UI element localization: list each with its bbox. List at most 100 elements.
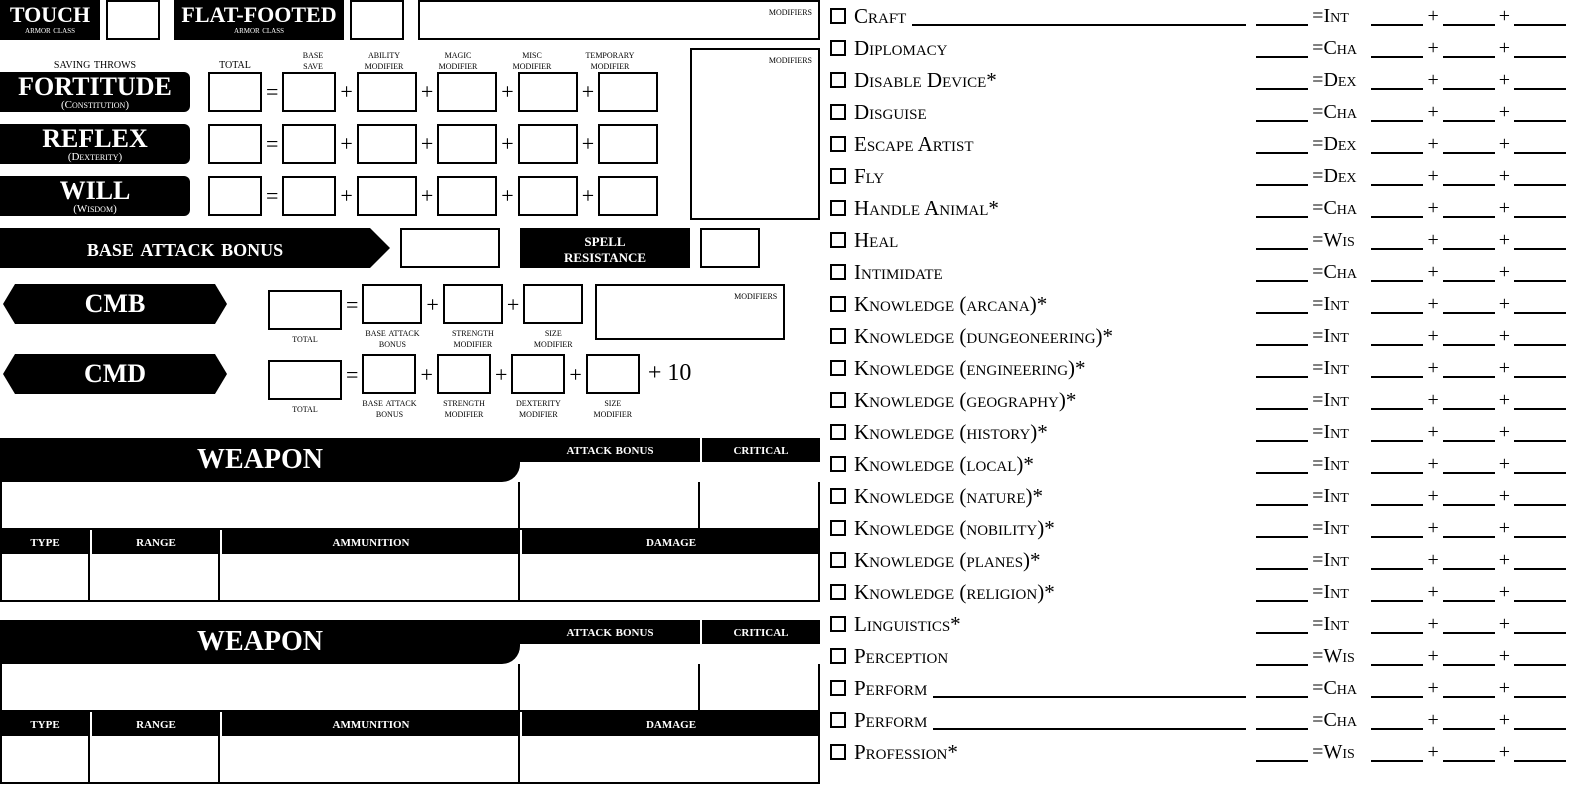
skill-ability-mod-input[interactable]	[1371, 678, 1423, 698]
skill-ability-mod-input[interactable]	[1371, 294, 1423, 314]
fortitude-ability[interactable]	[357, 72, 417, 112]
skill-misc-input[interactable]	[1514, 742, 1566, 762]
skill-class-checkbox[interactable]	[830, 232, 846, 248]
skill-ability-mod-input[interactable]	[1371, 614, 1423, 634]
will-ability[interactable]	[357, 176, 417, 216]
skill-total-input[interactable]	[1256, 134, 1308, 154]
skill-ability-mod-input[interactable]	[1371, 390, 1423, 410]
skill-total-input[interactable]	[1256, 358, 1308, 378]
skill-ability-mod-input[interactable]	[1371, 518, 1423, 538]
skill-class-checkbox[interactable]	[830, 648, 846, 664]
will-misc[interactable]	[518, 176, 578, 216]
skill-misc-input[interactable]	[1514, 422, 1566, 442]
skill-total-input[interactable]	[1256, 518, 1308, 538]
skill-class-checkbox[interactable]	[830, 616, 846, 632]
skill-total-input[interactable]	[1256, 38, 1308, 58]
weapon1-ammo-input[interactable]	[220, 554, 520, 602]
skill-class-checkbox[interactable]	[830, 360, 846, 376]
skill-misc-input[interactable]	[1514, 550, 1566, 570]
skill-class-checkbox[interactable]	[830, 584, 846, 600]
skill-ranks-input[interactable]	[1443, 166, 1495, 186]
skill-misc-input[interactable]	[1514, 38, 1566, 58]
skill-ranks-input[interactable]	[1443, 38, 1495, 58]
skill-ability-mod-input[interactable]	[1371, 550, 1423, 570]
ac-modifiers-box[interactable]: modifiers	[418, 0, 820, 40]
skill-ability-mod-input[interactable]	[1371, 102, 1423, 122]
skill-total-input[interactable]	[1256, 678, 1308, 698]
bab-input[interactable]	[400, 228, 500, 268]
skill-misc-input[interactable]	[1514, 294, 1566, 314]
weapon2-range-input[interactable]	[90, 736, 220, 784]
skill-ranks-input[interactable]	[1443, 646, 1495, 666]
weapon2-type-input[interactable]	[0, 736, 90, 784]
skill-misc-input[interactable]	[1514, 646, 1566, 666]
cmb-bab[interactable]	[362, 284, 422, 324]
skill-total-input[interactable]	[1256, 198, 1308, 218]
skill-ability-mod-input[interactable]	[1371, 6, 1423, 26]
skill-misc-input[interactable]	[1514, 166, 1566, 186]
skill-total-input[interactable]	[1256, 390, 1308, 410]
skill-class-checkbox[interactable]	[830, 200, 846, 216]
skill-class-checkbox[interactable]	[830, 552, 846, 568]
will-total[interactable]	[208, 176, 262, 216]
skill-misc-input[interactable]	[1514, 710, 1566, 730]
skill-misc-input[interactable]	[1514, 518, 1566, 538]
reflex-base[interactable]	[282, 124, 336, 164]
skill-misc-input[interactable]	[1514, 198, 1566, 218]
skill-total-input[interactable]	[1256, 710, 1308, 730]
skill-class-checkbox[interactable]	[830, 712, 846, 728]
fortitude-base[interactable]	[282, 72, 336, 112]
skill-ranks-input[interactable]	[1443, 422, 1495, 442]
skill-ranks-input[interactable]	[1443, 198, 1495, 218]
skill-ability-mod-input[interactable]	[1371, 486, 1423, 506]
cmb-str[interactable]	[443, 284, 503, 324]
skill-class-checkbox[interactable]	[830, 456, 846, 472]
skill-total-input[interactable]	[1256, 262, 1308, 282]
skill-misc-input[interactable]	[1514, 358, 1566, 378]
skill-ability-mod-input[interactable]	[1371, 422, 1423, 442]
skill-class-checkbox[interactable]	[830, 264, 846, 280]
skill-subtype-input[interactable]	[912, 6, 1246, 26]
skill-ability-mod-input[interactable]	[1371, 326, 1423, 346]
skill-misc-input[interactable]	[1514, 70, 1566, 90]
cmb-modifiers-box[interactable]: modifiers	[595, 284, 785, 340]
weapon2-damage-input[interactable]	[520, 736, 820, 784]
skill-ability-mod-input[interactable]	[1371, 166, 1423, 186]
skill-ranks-input[interactable]	[1443, 518, 1495, 538]
skill-total-input[interactable]	[1256, 454, 1308, 474]
weapon1-range-input[interactable]	[90, 554, 220, 602]
fortitude-misc[interactable]	[518, 72, 578, 112]
skill-ability-mod-input[interactable]	[1371, 38, 1423, 58]
skill-ranks-input[interactable]	[1443, 582, 1495, 602]
skill-ability-mod-input[interactable]	[1371, 262, 1423, 282]
skill-misc-input[interactable]	[1514, 678, 1566, 698]
cmd-bab[interactable]	[362, 354, 416, 394]
reflex-total[interactable]	[208, 124, 262, 164]
skill-ranks-input[interactable]	[1443, 390, 1495, 410]
cmd-total[interactable]	[268, 360, 342, 400]
skill-misc-input[interactable]	[1514, 454, 1566, 474]
weapon1-attack-input[interactable]	[520, 482, 700, 530]
reflex-misc[interactable]	[518, 124, 578, 164]
skill-total-input[interactable]	[1256, 422, 1308, 442]
skill-total-input[interactable]	[1256, 166, 1308, 186]
fortitude-magic[interactable]	[437, 72, 497, 112]
skill-total-input[interactable]	[1256, 646, 1308, 666]
skill-ranks-input[interactable]	[1443, 294, 1495, 314]
skill-total-input[interactable]	[1256, 326, 1308, 346]
skill-misc-input[interactable]	[1514, 102, 1566, 122]
weapon2-critical-input[interactable]	[700, 664, 820, 712]
skill-class-checkbox[interactable]	[830, 136, 846, 152]
skill-class-checkbox[interactable]	[830, 296, 846, 312]
skill-misc-input[interactable]	[1514, 614, 1566, 634]
skill-ranks-input[interactable]	[1443, 614, 1495, 634]
skill-class-checkbox[interactable]	[830, 392, 846, 408]
skill-total-input[interactable]	[1256, 230, 1308, 250]
skill-ability-mod-input[interactable]	[1371, 70, 1423, 90]
skill-ranks-input[interactable]	[1443, 742, 1495, 762]
skill-total-input[interactable]	[1256, 582, 1308, 602]
skill-class-checkbox[interactable]	[830, 72, 846, 88]
skill-total-input[interactable]	[1256, 294, 1308, 314]
weapon2-ammo-input[interactable]	[220, 736, 520, 784]
skill-misc-input[interactable]	[1514, 486, 1566, 506]
